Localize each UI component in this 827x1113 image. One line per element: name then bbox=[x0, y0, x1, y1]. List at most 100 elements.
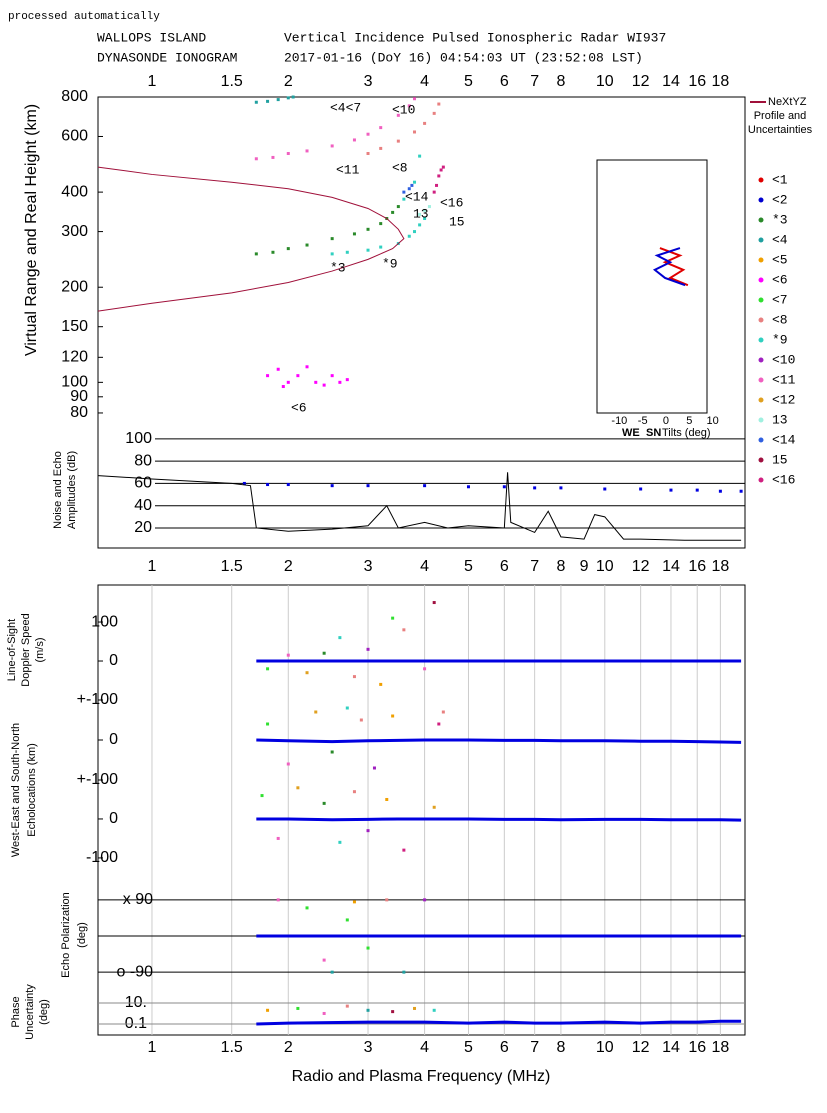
x-tick-label: 1 bbox=[148, 73, 157, 90]
y-tick-label: 400 bbox=[61, 183, 88, 200]
profile bbox=[97, 166, 405, 312]
data-point bbox=[410, 183, 414, 187]
y-tick-label: 40 bbox=[134, 497, 152, 514]
data-point bbox=[254, 157, 258, 161]
data-point bbox=[423, 667, 427, 671]
data-point bbox=[345, 378, 349, 382]
data-point bbox=[402, 190, 406, 194]
data-point bbox=[407, 187, 411, 191]
trace-label: <4<7 bbox=[330, 100, 361, 115]
y-axis-title: Amplitudes (dB) bbox=[66, 451, 78, 529]
y-axis-title: (deg) bbox=[76, 922, 88, 948]
data-point bbox=[366, 151, 370, 155]
top-frame bbox=[97, 96, 746, 549]
data-point bbox=[286, 483, 290, 487]
data-point bbox=[695, 488, 699, 492]
data-point bbox=[276, 98, 280, 102]
inset-tick-label: -10 bbox=[611, 415, 627, 427]
data-point bbox=[276, 367, 280, 371]
x-tick-label: 12 bbox=[632, 1039, 650, 1056]
data-point bbox=[441, 165, 445, 169]
data-point bbox=[322, 383, 326, 387]
data-point bbox=[254, 252, 258, 256]
legend-label: <6 bbox=[772, 272, 788, 287]
y-tick-label: 800 bbox=[61, 88, 88, 105]
x-tick-label: 1 bbox=[148, 1039, 157, 1056]
data-point bbox=[330, 374, 334, 378]
y-tick-label: +-100 bbox=[77, 771, 118, 788]
x-tick-label: 5 bbox=[464, 558, 473, 575]
station: WALLOPS ISLAND bbox=[97, 30, 206, 45]
data-point bbox=[366, 647, 370, 651]
data-point bbox=[437, 722, 441, 726]
legend-dot bbox=[758, 217, 764, 223]
data-point bbox=[266, 1008, 270, 1012]
trace bbox=[256, 1019, 742, 1026]
data-point bbox=[286, 96, 290, 100]
data-point bbox=[276, 898, 280, 902]
y-tick-label: 0 bbox=[109, 731, 118, 748]
data-point bbox=[437, 102, 441, 106]
legend-dot bbox=[758, 397, 764, 403]
data-point bbox=[305, 671, 309, 675]
data-point bbox=[322, 801, 326, 805]
legend-dot bbox=[758, 257, 764, 263]
data-point bbox=[418, 212, 422, 216]
trace bbox=[97, 472, 742, 541]
data-point bbox=[271, 155, 275, 159]
x-tick-label: 16 bbox=[688, 558, 706, 575]
data-point bbox=[379, 222, 383, 226]
data-point bbox=[276, 836, 280, 840]
data-point bbox=[330, 970, 334, 974]
y-tick-label: 150 bbox=[61, 318, 88, 335]
data-point bbox=[413, 230, 417, 234]
data-point bbox=[466, 485, 470, 489]
x-tick-label: 2 bbox=[284, 1039, 293, 1056]
inset-label: WE bbox=[622, 427, 640, 439]
data-point bbox=[338, 636, 342, 640]
inset-tick-label: 10 bbox=[706, 415, 718, 427]
data-point bbox=[330, 252, 334, 256]
data-point bbox=[266, 667, 270, 671]
data-point bbox=[322, 1011, 326, 1015]
x-tick-label: 1.5 bbox=[221, 558, 243, 575]
data-point bbox=[396, 113, 400, 117]
x-tick-label: 10 bbox=[596, 73, 614, 90]
data-point bbox=[418, 223, 422, 227]
y-axis-title: Echolocations (km) bbox=[26, 743, 38, 837]
x-tick-label: 10 bbox=[596, 1039, 614, 1056]
x-tick-label: 18 bbox=[711, 1039, 729, 1056]
data-point bbox=[359, 718, 363, 722]
x-tick-label: 12 bbox=[632, 558, 650, 575]
legend-dot bbox=[758, 237, 764, 243]
legend-label: *9 bbox=[772, 332, 788, 347]
data-point bbox=[423, 208, 427, 212]
time: 2017-01-16 (DoY 16) 04:54:03 UT (23:52:0… bbox=[284, 50, 643, 65]
data-point bbox=[413, 130, 417, 134]
x-tick-label: 1 bbox=[148, 558, 157, 575]
data-point bbox=[379, 126, 383, 130]
legend-dot bbox=[758, 337, 764, 343]
x-tick-label: 14 bbox=[662, 73, 680, 90]
y-tick-label: 20 bbox=[134, 519, 152, 536]
y-tick-label: 60 bbox=[134, 475, 152, 492]
data-point bbox=[718, 489, 722, 493]
trace-label: <6 bbox=[291, 400, 307, 415]
data-point bbox=[330, 144, 334, 148]
legend-label: <8 bbox=[772, 312, 788, 327]
data-point bbox=[423, 898, 427, 902]
data-point bbox=[366, 484, 370, 488]
data-point bbox=[603, 487, 607, 491]
x-tick-label: 1.5 bbox=[221, 73, 243, 90]
tilt-inset bbox=[596, 159, 708, 414]
data-point bbox=[402, 628, 406, 632]
legend-label: 13 bbox=[772, 412, 788, 427]
data-point bbox=[314, 710, 318, 714]
trace bbox=[256, 738, 742, 744]
x-tick-label: 3 bbox=[364, 1039, 373, 1056]
data-point bbox=[379, 682, 383, 686]
trace-label: <8 bbox=[392, 160, 408, 175]
legend-label: <5 bbox=[772, 252, 788, 267]
trace-label: <16 bbox=[440, 195, 463, 210]
data-point bbox=[423, 121, 427, 125]
